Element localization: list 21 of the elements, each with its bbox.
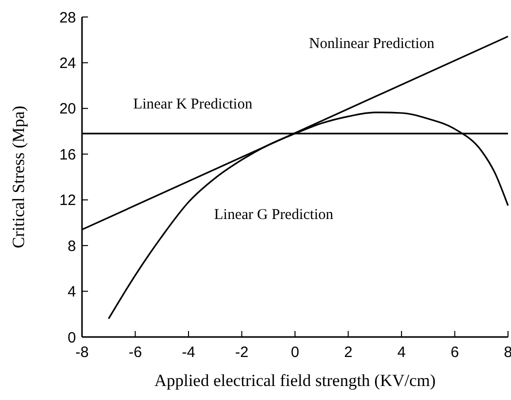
x-tick-label: -8 [75,344,89,361]
x-tick-label: 4 [397,344,406,361]
x-tick-label: 0 [290,344,300,361]
series-label: Nonlinear Prediction [308,36,435,52]
series-label: Linear G Prediction [214,207,334,224]
y-axis-title: Critical Stress (Mpa) [9,106,28,248]
series-label: Linear K Prediction [133,96,253,113]
y-tick-label: 4 [68,284,76,301]
x-tick-label: -6 [128,344,142,361]
y-tick-label: 28 [59,9,76,26]
y-tick-label: 8 [68,238,76,255]
y-tick-label: 12 [59,192,76,210]
x-tick-label: 2 [344,344,352,361]
y-tick-label: 0 [68,329,76,346]
y-tick-label: 20 [59,100,76,118]
x-tick-label: 6 [450,344,459,361]
y-tick-label: 16 [59,146,76,164]
x-tick-label: -2 [235,344,248,361]
y-tick-label: 24 [59,54,76,72]
x-axis-title: Applied electrical field strength (KV/cm) [154,371,436,390]
x-tick-label: -4 [182,344,196,361]
